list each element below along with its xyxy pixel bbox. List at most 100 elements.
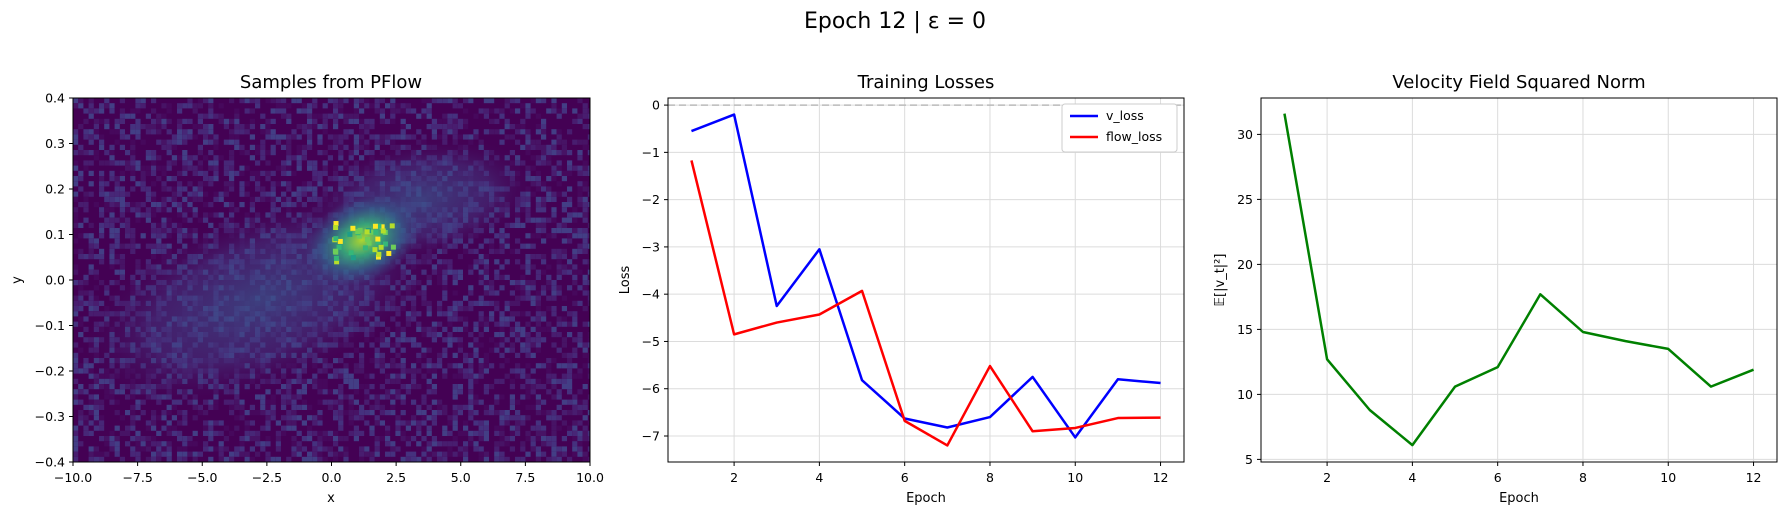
heatmap-cell xyxy=(130,228,136,234)
heatmap-cell xyxy=(338,425,344,431)
heatmap-cell xyxy=(109,222,115,228)
heatmap-cell xyxy=(119,170,125,176)
heatmap-cell xyxy=(556,285,562,291)
heatmap-cell xyxy=(468,410,474,416)
heatmap-cell xyxy=(541,202,547,208)
l-x-tick-label: 8 xyxy=(986,470,994,485)
heatmap-cell xyxy=(99,160,105,166)
heatmap-cell xyxy=(364,118,370,124)
heatmap-cell xyxy=(197,144,203,150)
heatmap-cell xyxy=(151,228,157,234)
heatmap-cell xyxy=(317,436,323,442)
heatmap-peak-cell xyxy=(378,244,384,250)
heatmap-cell xyxy=(385,389,391,395)
heatmap-cell xyxy=(328,462,333,467)
heatmap-cell xyxy=(395,337,401,343)
heatmap-cell xyxy=(78,441,84,447)
heatmap-cell xyxy=(348,373,354,379)
heatmap-cell xyxy=(577,186,583,192)
heatmap-cell xyxy=(525,332,531,338)
heatmap-cell xyxy=(556,269,562,275)
heatmap-cell xyxy=(145,165,151,171)
heatmap-cell xyxy=(93,410,99,416)
heatmap-cell xyxy=(151,420,157,426)
heatmap-cell xyxy=(151,191,157,197)
heatmap-cell xyxy=(582,165,588,171)
heatmap-cell xyxy=(437,306,443,312)
heatmap-cell xyxy=(561,170,567,176)
heatmap-cell xyxy=(468,269,474,275)
heatmap-cell xyxy=(499,129,505,135)
heatmap-cell xyxy=(73,363,79,369)
heatmap-cell xyxy=(73,139,79,145)
heatmap-cell xyxy=(88,98,94,104)
heatmap-cell xyxy=(577,399,583,405)
heatmap-cell xyxy=(265,410,271,416)
heatmap-cell xyxy=(265,399,271,405)
heatmap-cell xyxy=(390,118,396,124)
heatmap-y-tick-label: −0.1 xyxy=(35,318,65,333)
heatmap-cell xyxy=(457,316,463,322)
heatmap-cell xyxy=(489,280,495,286)
heatmap-cell xyxy=(99,420,105,426)
losses-ylabel: Loss xyxy=(618,266,633,295)
heatmap-peak-cell xyxy=(347,231,353,237)
heatmap-cell xyxy=(421,420,427,426)
heatmap-cell xyxy=(130,436,136,442)
heatmap-cell xyxy=(239,165,245,171)
heatmap-cell xyxy=(99,436,105,442)
heatmap-cell xyxy=(390,378,396,384)
heatmap-cell xyxy=(83,108,89,114)
heatmap-cell xyxy=(218,430,224,436)
heatmap-cell xyxy=(322,399,328,405)
heatmap-cell xyxy=(442,124,448,130)
heatmap-cell xyxy=(83,191,89,197)
heatmap-cell xyxy=(114,124,120,130)
heatmap-cell xyxy=(489,98,495,104)
v-y-tick-label: 15 xyxy=(1237,322,1253,337)
heatmap-cell xyxy=(405,134,411,140)
heatmap-cell xyxy=(317,176,323,182)
heatmap-cell xyxy=(109,103,115,109)
heatmap-cell xyxy=(567,285,573,291)
heatmap-cell xyxy=(551,254,557,260)
heatmap-cell xyxy=(447,98,453,104)
heatmap-cell xyxy=(135,446,141,452)
heatmap-cell xyxy=(166,228,172,234)
heatmap-cell xyxy=(192,103,198,109)
heatmap-cell xyxy=(463,108,469,114)
heatmap-cell xyxy=(88,420,94,426)
heatmap-cell xyxy=(379,118,385,124)
heatmap-cell xyxy=(551,285,557,291)
heatmap-cell xyxy=(140,410,146,416)
heatmap-cell xyxy=(239,404,245,410)
heatmap-cell xyxy=(525,389,531,395)
heatmap-cell xyxy=(369,462,374,467)
heatmap-cell xyxy=(73,222,79,228)
heatmap-cell xyxy=(83,425,89,431)
heatmap-cell xyxy=(520,446,526,452)
heatmap-cell xyxy=(322,446,328,452)
heatmap-cell xyxy=(509,300,515,306)
heatmap-cell xyxy=(483,430,489,436)
heatmap-cell xyxy=(582,436,588,442)
heatmap-cell xyxy=(556,404,562,410)
heatmap-cell xyxy=(73,441,79,447)
heatmap-cell xyxy=(546,264,552,270)
heatmap-cell xyxy=(556,363,562,369)
heatmap-cell xyxy=(83,254,89,260)
heatmap-cell xyxy=(379,410,385,416)
heatmap-cell xyxy=(156,176,162,182)
heatmap-cell xyxy=(587,368,590,374)
heatmap-cell xyxy=(515,139,521,145)
heatmap-cell xyxy=(218,420,224,426)
heatmap-cell xyxy=(286,144,292,150)
heatmap-cell xyxy=(416,342,422,348)
heatmap-cell xyxy=(535,337,541,343)
heatmap-cell xyxy=(265,451,271,457)
heatmap-cell xyxy=(567,456,573,462)
heatmap-cell xyxy=(400,326,406,332)
heatmap-cell xyxy=(130,129,136,135)
heatmap-cell xyxy=(556,264,562,270)
heatmap-cell xyxy=(265,436,271,442)
